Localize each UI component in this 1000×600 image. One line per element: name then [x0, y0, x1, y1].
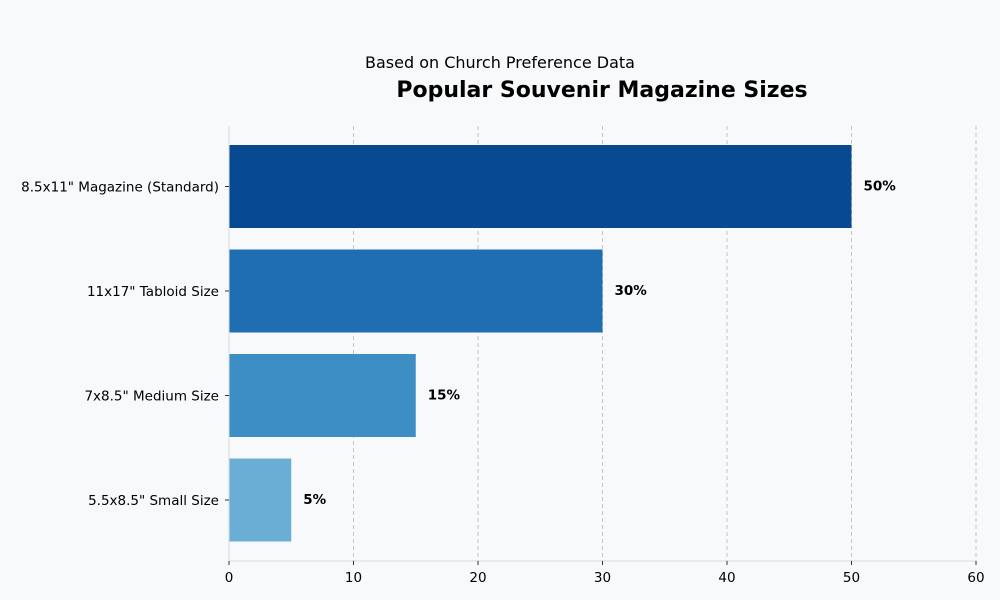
x-tick-label: 0: [225, 570, 234, 586]
category-label: 7x8.5" Medium Size: [84, 389, 219, 405]
x-tick-label: 30: [594, 570, 611, 586]
x-tick-label: 50: [843, 570, 860, 586]
bar: [229, 458, 292, 542]
bar: [229, 354, 416, 437]
bar: [229, 145, 852, 228]
chart-subtitle: Based on Church Preference Data: [365, 53, 635, 72]
bar: [229, 249, 603, 333]
category-label: 11x17" Tabloid Size: [87, 284, 219, 300]
category-label: 8.5x11" Magazine (Standard): [21, 180, 219, 196]
chart-title: Popular Souvenir Magazine Sizes: [396, 78, 807, 103]
x-tick-label: 20: [469, 570, 486, 586]
data-label: 15%: [428, 388, 461, 404]
labels: 8.5x11" Magazine (Standard) 50% 11x17" Tab…: [21, 179, 896, 510]
data-label: 50%: [864, 179, 897, 195]
bars: [229, 145, 852, 542]
axes: 0 10 20 30 40 50 60: [225, 126, 985, 586]
x-tick-label: 10: [345, 570, 362, 586]
data-label: 30%: [615, 283, 648, 299]
x-tick-label: 60: [967, 570, 984, 586]
data-label: 5%: [303, 492, 326, 508]
category-label: 5.5x8.5" Small Size: [88, 493, 219, 509]
x-tick-label: 40: [718, 570, 735, 586]
